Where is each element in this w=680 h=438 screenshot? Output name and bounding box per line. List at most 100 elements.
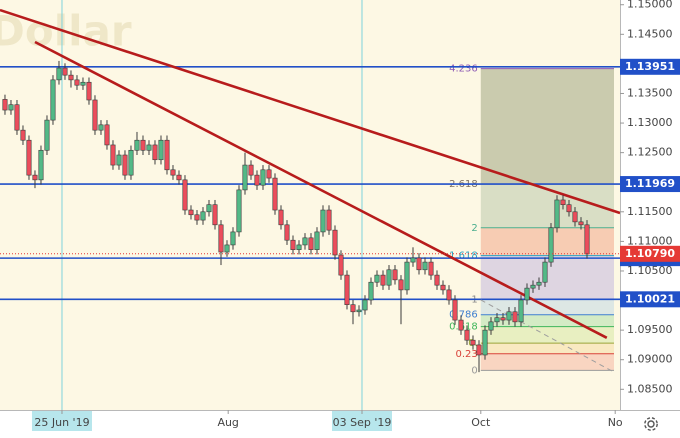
candle-body [488,321,494,331]
candle-body [50,79,56,121]
x-tick-label: Oct [471,416,491,429]
candle-body [284,224,290,241]
candle-body [500,317,506,321]
candle-body [350,304,356,313]
candle-body [446,289,452,301]
fib-label: 4.236 [449,64,478,75]
candle-body [392,269,398,281]
fib-band [480,343,614,354]
candle-body [356,309,362,313]
candle-body [92,99,98,131]
settings-icon[interactable] [644,417,658,431]
candle-body [518,299,524,323]
candle-body [308,237,314,250]
candle-body [86,81,92,101]
x-tick-highlight [331,411,392,431]
candle-body [194,214,200,221]
fib-band [480,314,614,327]
candle-body [548,227,554,263]
candle-body [554,199,560,229]
candle-body [104,124,110,146]
candle-body [368,281,374,301]
price-tag-label: 1.10021 [625,292,675,305]
candle-body [416,257,422,271]
candle-body [464,329,470,341]
x-tick-label: No [608,416,623,429]
x-tick-label: 03 Sep '19 [333,416,392,429]
candle-body [524,287,530,301]
candle-body [458,319,464,331]
candle-body [254,174,260,186]
candle-body [206,204,212,213]
y-tick-label: 1.11000 [627,234,673,247]
fib-label: 0.786 [449,310,478,321]
candle-body [584,224,590,255]
candle-body [290,239,296,250]
y-tick-label: 1.09000 [627,353,673,366]
candle-body [140,139,146,151]
candle-body [116,154,122,166]
candle-body [326,209,332,231]
candle-body [8,104,14,111]
candle-body [398,279,404,291]
y-tick-label: 1.13500 [627,86,673,99]
y-tick-label: 1.12500 [627,146,673,159]
candle-body [542,261,548,283]
candle-body [470,339,476,346]
x-tick-label: Aug [217,416,238,429]
price-tag [620,58,680,75]
price-tag [620,176,680,193]
current-price-label: 1.10790 [625,247,675,260]
fib-label: 1.618 [449,251,478,262]
candle-body [566,204,572,213]
candle-body [512,311,518,323]
candle-body [176,174,182,181]
y-tick-label: 1.10500 [627,264,673,277]
candle-body [320,209,326,233]
candle-body [296,244,302,250]
y-tick-label: 1.13000 [627,116,673,129]
x-tick-label: 25 Jun '19 [34,416,89,429]
candle-body [62,67,68,76]
candle-body [236,189,242,233]
candle-body [188,209,194,216]
candle-body [212,204,218,226]
candle-body [158,139,164,161]
candle-body [38,149,44,181]
candle-body [44,119,50,151]
candle-body [230,231,236,246]
candle-body [122,154,128,176]
y-tick-label: 1.08500 [627,382,673,395]
candle-body [266,169,272,179]
candle-body [128,149,134,176]
candle-body [164,139,170,171]
candle-body [410,257,416,263]
candle-body [530,284,536,289]
candle-body [200,211,206,221]
trendline [34,40,608,339]
candle-body [278,209,284,226]
candle-body [26,139,32,176]
fib-label: 0 [471,365,477,376]
candle-body [440,284,446,291]
price-tag-label: 1.11969 [625,177,675,190]
candle-body [182,179,188,211]
candle-body [152,144,158,161]
current-price-tag [620,245,680,262]
y-tick-label: 1.09500 [627,323,673,336]
candle-body [146,144,152,151]
candle-body [476,344,482,356]
candle-body [314,231,320,250]
candle-body [20,129,26,141]
candle-body [572,211,578,223]
candle-body [110,144,116,166]
fib-band [480,326,614,344]
candle-body [506,311,512,321]
fib-band [480,227,614,256]
candle-body [428,261,434,276]
price-tag [620,291,680,308]
candle-body [578,221,584,226]
candle-body [452,299,458,321]
candle-body [386,269,392,286]
